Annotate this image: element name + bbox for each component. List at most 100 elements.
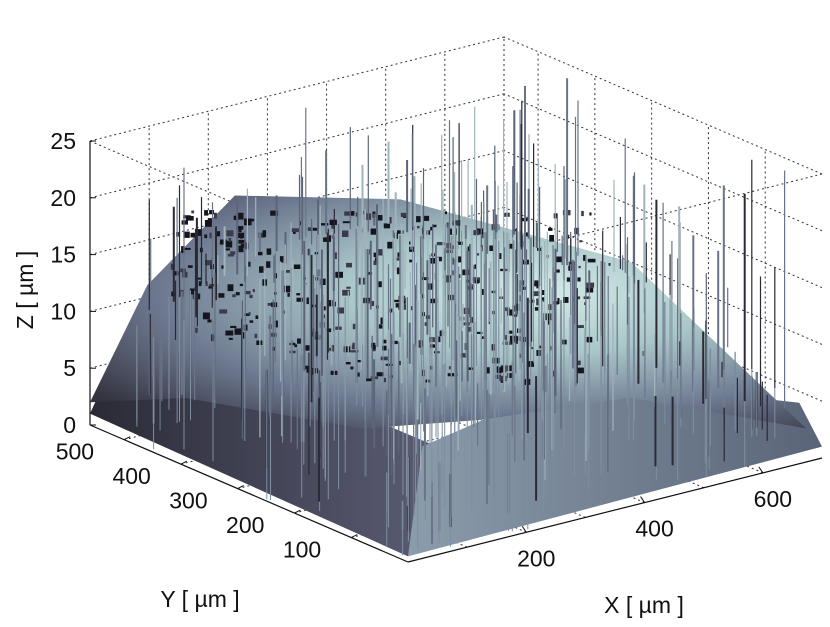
- surface-speckle: [475, 279, 479, 284]
- surface-speckle: [467, 246, 470, 252]
- surface-speckle: [198, 277, 202, 280]
- z-tick-label: 10: [50, 298, 76, 324]
- surface-speckle: [389, 217, 392, 224]
- surface-speckle: [205, 281, 208, 287]
- surface-speckle: [380, 356, 388, 361]
- surface-speckle: [463, 307, 470, 315]
- surface-speckle: [237, 232, 245, 238]
- surface-speckle: [230, 325, 237, 328]
- surface-speckle: [176, 232, 181, 237]
- surface-speckle: [432, 224, 437, 228]
- y-tick-mark: [237, 485, 244, 490]
- surface-speckle: [486, 367, 492, 374]
- surface-speckle: [204, 234, 208, 239]
- surface-speckle: [331, 345, 335, 352]
- surface-speckle: [554, 256, 563, 263]
- z-tick-label: 15: [50, 242, 76, 268]
- surface-speckle: [510, 342, 514, 345]
- surface-speckle: [202, 312, 210, 320]
- x-tick-mark: [521, 526, 527, 533]
- z-tick-label: 20: [50, 185, 76, 211]
- surface-speckle: [224, 248, 230, 251]
- surface-speckle: [577, 277, 581, 282]
- x-tick-label: 600: [754, 486, 792, 512]
- surface-speckle: [393, 299, 402, 303]
- surface-speckle: [220, 239, 227, 244]
- z-axis-label: Z [ µm ]: [12, 251, 38, 329]
- surface-speckle: [554, 269, 560, 273]
- surface-speckle: [297, 338, 302, 344]
- surface-speckle: [548, 227, 553, 231]
- surface-speckle: [262, 230, 267, 238]
- surface-speckle: [328, 235, 334, 239]
- surface-speckle: [370, 228, 377, 235]
- surface-speckle: [252, 289, 255, 293]
- surface-speckle: [246, 218, 255, 222]
- surface-speckle: [189, 288, 197, 295]
- surface-speckle: [532, 291, 540, 297]
- surface-speckle: [226, 230, 234, 237]
- surface-speckle: [232, 294, 236, 298]
- surface-speckle: [534, 307, 539, 311]
- surface-speckle: [225, 330, 234, 336]
- surface-speckle: [506, 373, 514, 378]
- surface-speckle: [497, 367, 502, 374]
- surface-speckle: [331, 224, 335, 229]
- surface-speckle: [372, 348, 376, 352]
- surface-speckle: [291, 228, 299, 233]
- surface-speckle: [437, 256, 442, 262]
- y-tick-mark: [350, 534, 358, 538]
- surface-speckle: [557, 298, 560, 304]
- surface-speckle: [444, 276, 451, 283]
- surface-speckle: [436, 242, 445, 246]
- surface-speckle: [382, 223, 390, 229]
- surface-speckle: [329, 219, 337, 225]
- surface-speckle: [464, 343, 468, 350]
- surface-speckle: [395, 257, 400, 261]
- surface-speckle: [563, 297, 569, 303]
- surface-speckle: [460, 353, 467, 358]
- surface-speckle: [208, 286, 213, 289]
- surface-speckle: [430, 298, 438, 304]
- surface-speckle: [455, 256, 462, 263]
- surface-speckle: [383, 377, 386, 383]
- surface-speckle: [356, 372, 360, 377]
- surface-speckle: [248, 261, 251, 267]
- surface-speckle: [209, 210, 214, 215]
- surface-speckle: [293, 264, 301, 269]
- surface-speckle: [296, 297, 303, 302]
- surface-speckle: [254, 333, 258, 339]
- surface-speckle: [355, 212, 358, 217]
- surface-speckle: [299, 221, 302, 226]
- y-axis-label: Y [ µm ]: [160, 586, 239, 612]
- surface-speckle: [584, 336, 593, 343]
- surface-speckle: [286, 270, 290, 273]
- surface-speckle: [589, 212, 592, 216]
- surface-speckle: [373, 260, 379, 266]
- surface-speckle: [170, 263, 175, 270]
- surface-speckle: [259, 266, 264, 273]
- surface-speckle: [476, 253, 480, 256]
- surface-speckle: [476, 331, 483, 334]
- surface-speckle: [329, 347, 332, 351]
- surface-speckle: [496, 366, 499, 373]
- surface-speckle: [225, 240, 233, 248]
- surface-speckle: [181, 220, 188, 225]
- grid-line: [503, 36, 823, 175]
- surface-speckle: [205, 260, 212, 266]
- surface-speckle: [480, 289, 485, 295]
- surface-speckle: [423, 215, 430, 221]
- surface-speckle: [255, 315, 259, 319]
- surface-speckle: [512, 314, 518, 317]
- y-axis-ticks: 100 200 300 400 500: [56, 436, 358, 563]
- surface-speckle: [430, 344, 437, 348]
- surface-speckle: [456, 241, 463, 245]
- y-tick-label: 500: [56, 439, 94, 465]
- surface-speckle: [344, 211, 351, 216]
- surface-speckle: [474, 264, 477, 269]
- surface-speckle: [321, 223, 329, 226]
- surface-speckle: [296, 293, 301, 296]
- z-tick-label: 5: [63, 355, 76, 381]
- surface-speckle: [207, 319, 212, 323]
